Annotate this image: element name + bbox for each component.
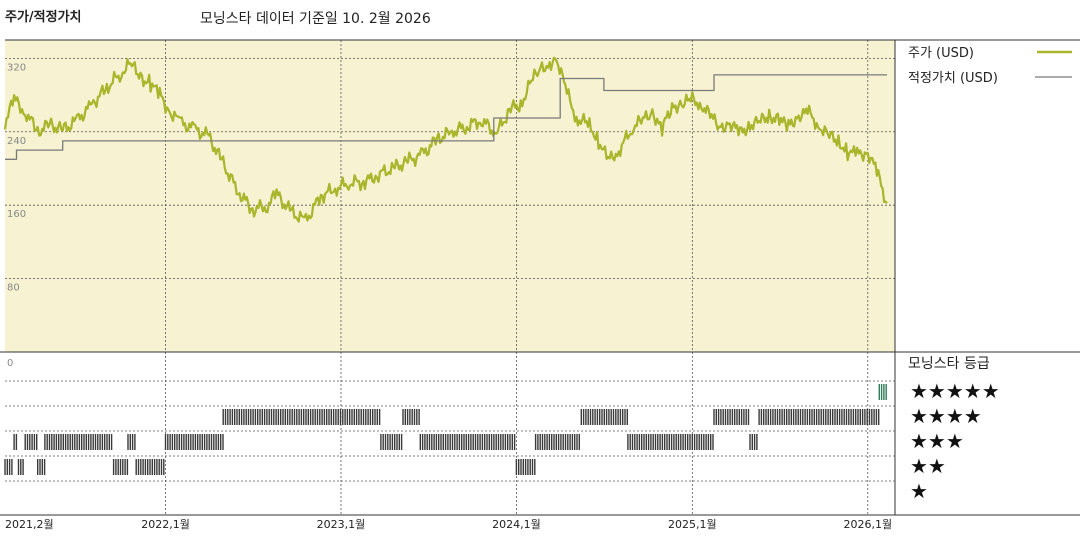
price-line xyxy=(3,56,888,223)
x-tick-label: 2021,2월 xyxy=(5,518,54,531)
y-tick-label: 320 xyxy=(7,62,26,73)
rating-strip-title: 모닝스타 등급 xyxy=(908,356,990,372)
x-tick-label: 2022,1월 xyxy=(141,518,190,531)
star-label: ★★ xyxy=(910,454,946,478)
y-tick-label: 240 xyxy=(7,136,26,147)
star-label: ★★★★ xyxy=(910,404,982,428)
legend-label-fair-value: 적정가치 (USD) xyxy=(908,71,998,86)
star-label: ★ xyxy=(910,479,928,503)
y-tick-label: 0 xyxy=(7,358,13,369)
x-tick-label: 2024,1월 xyxy=(492,518,541,531)
legend-label-price: 주가 (USD) xyxy=(908,46,974,61)
chart-subtitle: 모닝스타 데이터 기준일 10. 2월 2026 xyxy=(200,11,431,27)
plot-background xyxy=(5,40,895,352)
x-tick-label: 2025,1월 xyxy=(668,518,717,531)
chart-title: 주가/적정가치 xyxy=(5,9,82,25)
fair-value-line xyxy=(5,74,887,160)
x-tick-label: 2023,1월 xyxy=(317,518,366,531)
star-label: ★★★★★ xyxy=(910,379,1000,403)
y-tick-label: 160 xyxy=(7,209,26,220)
x-tick-label: 2026,1월 xyxy=(843,518,892,531)
y-tick-label: 80 xyxy=(7,283,20,294)
star-label: ★★★ xyxy=(910,429,964,453)
